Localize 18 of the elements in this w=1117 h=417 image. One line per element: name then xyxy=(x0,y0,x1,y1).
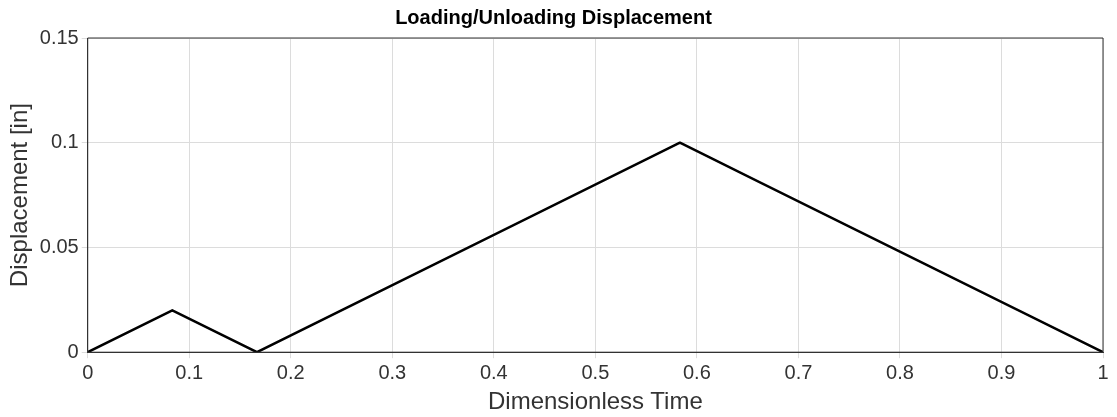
x-tick-label: 1 xyxy=(1097,360,1109,383)
y-axis-title: Displacement [in] xyxy=(5,103,33,288)
x-tick-label: 0.5 xyxy=(581,360,610,383)
x-tick-label: 0.2 xyxy=(276,360,305,383)
x-axis-title: Dimensionless Time xyxy=(488,387,703,415)
x-tick-label: 0.8 xyxy=(886,360,914,383)
x-tick-label: 0.7 xyxy=(784,360,813,383)
chart-title: Loading/Unloading Displacement xyxy=(395,5,713,28)
x-tick-label: 0 xyxy=(82,360,94,383)
y-tick-label: 0.15 xyxy=(39,25,79,48)
y-tick-label: 0 xyxy=(67,339,79,362)
x-tick-label: 0.4 xyxy=(479,360,508,383)
x-tick-label: 0.9 xyxy=(987,360,1016,383)
x-tick-label: 0.6 xyxy=(682,360,711,383)
x-tick-label: 0.1 xyxy=(175,360,204,383)
y-tick-label: 0.05 xyxy=(39,234,79,257)
x-tick-label: 0.3 xyxy=(378,360,407,383)
y-tick-label: 0.1 xyxy=(50,130,79,153)
